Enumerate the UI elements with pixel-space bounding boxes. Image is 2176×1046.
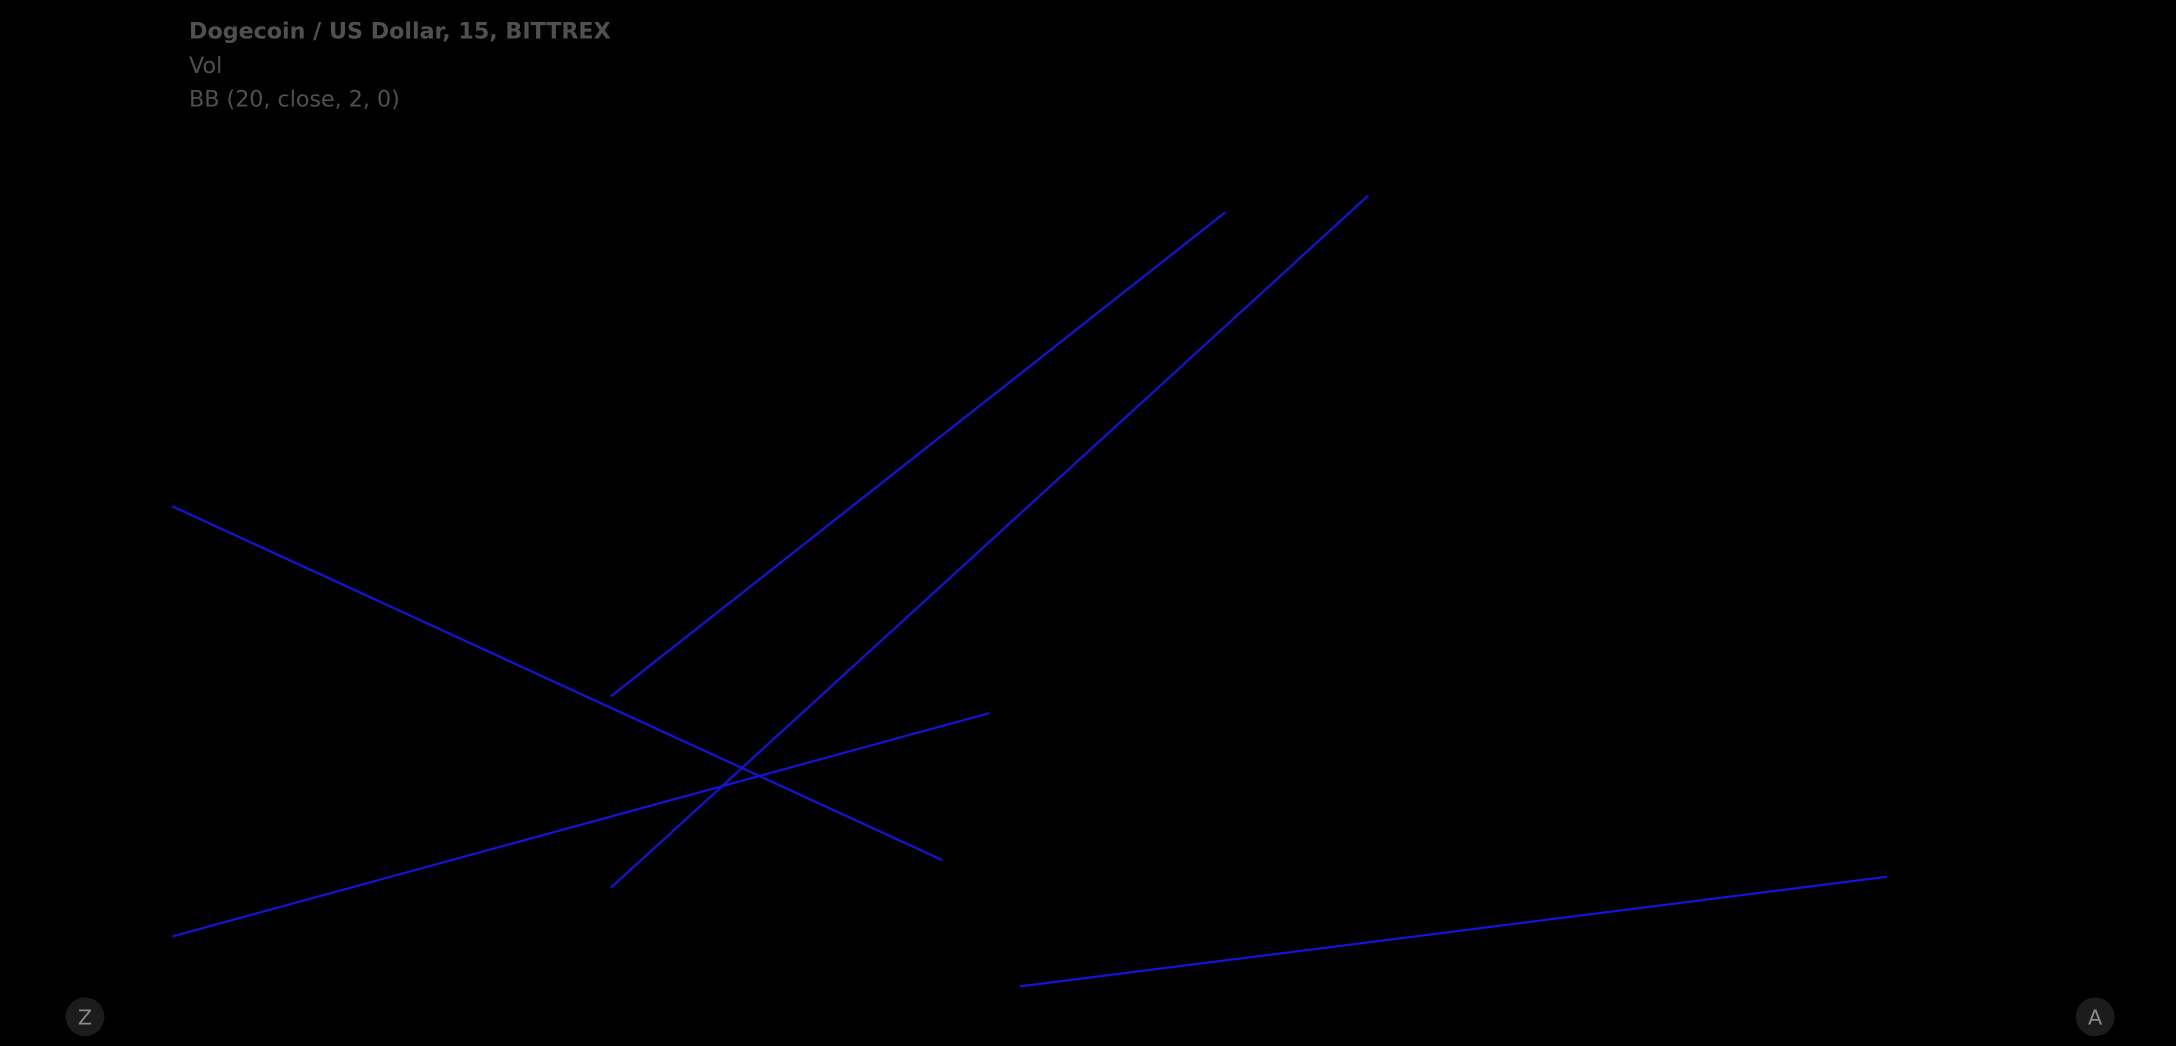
- button-label[interactable]: A: [2088, 1005, 2103, 1029]
- trend-line: [610, 211, 1227, 698]
- trend-line: [1019, 875, 1888, 988]
- button[interactable]: [2075, 997, 2115, 1037]
- legend-item: Vol: [189, 53, 222, 79]
- button-label[interactable]: Z: [78, 1005, 92, 1029]
- trend-line: [610, 194, 1369, 889]
- drawings: [171, 194, 1888, 988]
- trend-line: [171, 505, 943, 862]
- button[interactable]: [65, 997, 105, 1037]
- legend-item: BB (20, close, 2, 0): [189, 86, 400, 112]
- trend-line: [172, 711, 990, 938]
- chart-title: Dogecoin / US Dollar, 15, BITTREX: [189, 18, 611, 44]
